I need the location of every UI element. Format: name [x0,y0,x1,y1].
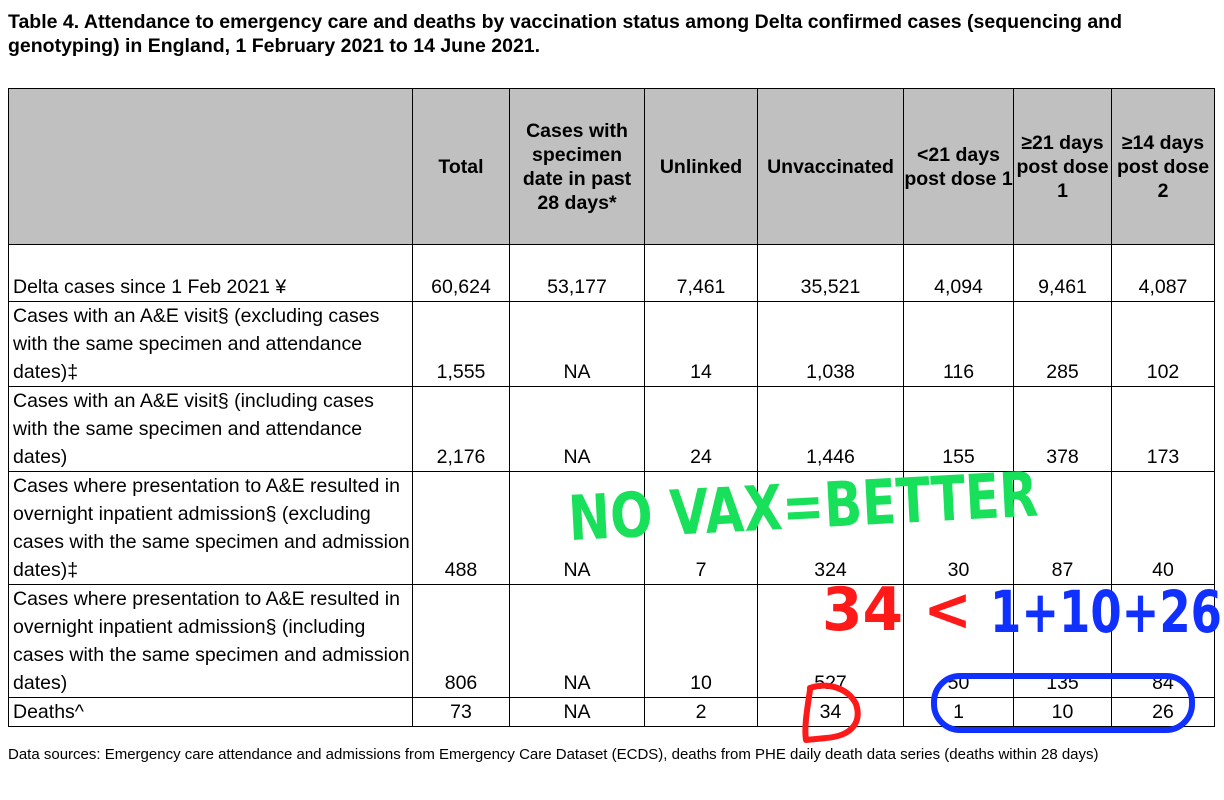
table-cell: NA [509,471,645,585]
table-cell: 53,177 [509,244,645,302]
table-cell: 87 [1013,471,1112,585]
table-cell: NA [509,386,645,472]
table-cell: 806 [412,584,510,698]
table-row: Delta cases since 1 Feb 2021 ¥ 60,624 53… [8,244,1215,302]
header-cell-unvaccinated: Unvaccinated [757,88,904,245]
table-cell: 1,038 [757,301,904,387]
header-cell-ge14-dose2: ≥14 days post dose 2 [1111,88,1215,245]
table-cell: NA [509,697,645,727]
table-cell: 527 [757,584,904,698]
table-cell: 324 [757,471,904,585]
header-cell-total: Total [412,88,510,245]
table-row: Cases with an A&E visit§ (including case… [8,386,1215,472]
row-label: Cases where presentation to A&E resulted… [8,584,413,698]
row-label: Cases where presentation to A&E resulted… [8,471,413,585]
table-cell: 10 [1013,697,1112,727]
table-row: Deaths^ 73 NA 2 34 1 10 26 [8,697,1215,727]
row-label: Delta cases since 1 Feb 2021 ¥ [8,244,413,302]
table-cell: 1,555 [412,301,510,387]
table-cell: 2,176 [412,386,510,472]
data-sources-note: Data sources: Emergency care attendance … [8,746,1099,763]
table-cell: 10 [644,584,758,698]
header-cell-past-28-days: Cases with specimen date in past 28 days… [509,88,645,245]
table-cell: 14 [644,301,758,387]
table-cell: 7,461 [644,244,758,302]
table-cell: 116 [903,301,1014,387]
table-cell: 135 [1013,584,1112,698]
table-cell: 173 [1111,386,1215,472]
table-cell: 378 [1013,386,1112,472]
table-cell: 4,087 [1111,244,1215,302]
row-label: Deaths^ [8,697,413,727]
table-cell: 9,461 [1013,244,1112,302]
table-row: Cases where presentation to A&E resulted… [8,584,1215,698]
table-cell: 4,094 [903,244,1014,302]
header-cell-label [8,88,413,245]
table-cell: 40 [1111,471,1215,585]
table-cell: 30 [903,471,1014,585]
table-cell: 84 [1111,584,1215,698]
table-row: Cases where presentation to A&E resulted… [8,471,1215,585]
header-cell-ge21-dose1: ≥21 days post dose 1 [1013,88,1112,245]
table-cell: 102 [1111,301,1215,387]
table-cell: 285 [1013,301,1112,387]
table-cell: 26 [1111,697,1215,727]
data-table: Total Cases with specimen date in past 2… [8,88,1215,727]
table-cell: NA [509,301,645,387]
table-title: Table 4. Attendance to emergency care an… [8,11,1122,57]
table-cell: 1 [903,697,1014,727]
table-cell: 155 [903,386,1014,472]
table-cell: 50 [903,584,1014,698]
table-cell: 60,624 [412,244,510,302]
table-cell: 73 [412,697,510,727]
header-cell-unlinked: Unlinked [644,88,758,245]
row-label: Cases with an A&E visit§ (excluding case… [8,301,413,387]
table-cell: 7 [644,471,758,585]
table-cell: NA [509,584,645,698]
header-cell-lt21-dose1: <21 days post dose 1 [903,88,1014,245]
table-cell: 2 [644,697,758,727]
table-cell: 488 [412,471,510,585]
table-row: Cases with an A&E visit§ (excluding case… [8,301,1215,387]
row-label: Cases with an A&E visit§ (including case… [8,386,413,472]
table-cell: 24 [644,386,758,472]
table-cell: 1,446 [757,386,904,472]
table-cell: 34 [757,697,904,727]
table-cell: 35,521 [757,244,904,302]
header-row: Total Cases with specimen date in past 2… [8,88,1215,245]
